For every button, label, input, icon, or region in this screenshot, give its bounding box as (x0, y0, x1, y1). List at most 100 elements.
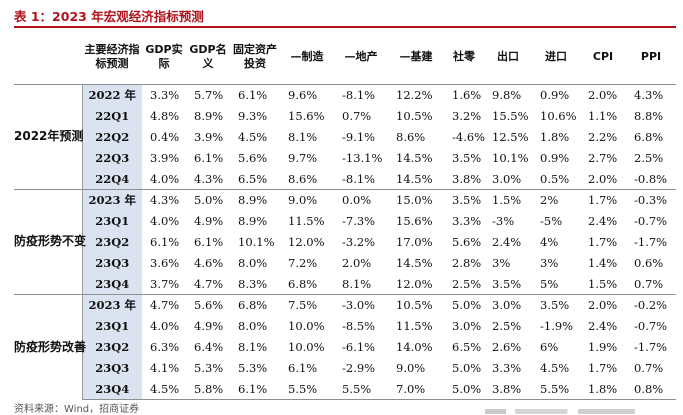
value-cell: 2.5% (492, 319, 522, 334)
value-cell: 0.4% (150, 129, 180, 144)
value-cell: 5.5% (280, 378, 334, 400)
value-cell: 4.0% (150, 171, 180, 186)
value-cell: -8.1% (334, 83, 388, 106)
value-cell: 0.9% (532, 83, 580, 106)
header-group-col (14, 29, 82, 85)
table-row: 22Q1 4.8% 8.9% 9.3% 15.6% 0.7% 10.5% 3.2% 15.5% 1… (14, 105, 676, 127)
period-label: 22Q1 (82, 105, 142, 127)
value-cell: 3.0% (484, 293, 532, 316)
value-cell: 8.1% (342, 276, 372, 291)
value-cell: -13.1% (342, 150, 383, 165)
value-cell: 5.6% (452, 234, 482, 249)
table-row: 23Q2 6.3% 6.4% 8.1% 10.0% -6.1% 14.0% 6.5% 2.6% 6… (14, 336, 676, 358)
value-cell: 12.5% (492, 129, 529, 144)
value-cell: 8.0% (238, 319, 268, 334)
value-cell: 6.1% (150, 234, 180, 249)
value-cell: 8.9% (238, 214, 268, 229)
period-label: 23Q3 (82, 357, 142, 379)
table-row: 22Q3 3.9% 6.1% 5.6% 9.7% -13.1% 14.5% 3.5% 10.1%… (14, 147, 676, 169)
group-label: 2022年预测 (14, 84, 83, 190)
value-cell: -7.3% (342, 214, 376, 229)
value-cell: 8.3% (238, 276, 268, 291)
value-cell: 3.3% (492, 360, 522, 375)
value-cell: 4.1% (150, 360, 180, 375)
period-label: 2023 年 (82, 293, 142, 316)
header-cell: —基建 (388, 29, 444, 85)
value-cell: 0.0% (334, 188, 388, 211)
value-cell: -4.6% (452, 129, 486, 144)
value-cell: 7.2% (288, 255, 318, 270)
value-cell: -0.7% (634, 214, 668, 229)
period-label: 23Q2 (82, 336, 142, 358)
value-cell: 11.5% (396, 319, 433, 334)
value-cell: 1.8% (540, 129, 570, 144)
value-cell: 5.0% (452, 360, 482, 375)
value-cell: 7.0% (388, 378, 444, 400)
value-cell: 1.5% (484, 188, 532, 211)
value-cell: 0.5% (540, 171, 570, 186)
value-cell: 8.9% (194, 109, 224, 124)
table-title: 表 1：2023 年宏观经济指标预测 (14, 9, 204, 24)
header-cell: GDP实际 (142, 29, 186, 85)
value-cell: -8.5% (342, 319, 376, 334)
value-cell: -5% (540, 214, 563, 229)
value-cell: 6.3% (150, 339, 180, 354)
value-cell: 5.0% (444, 378, 484, 400)
value-cell: -1.7% (634, 234, 668, 249)
value-cell: -1.7% (634, 339, 668, 354)
value-cell: 3.5% (532, 293, 580, 316)
value-cell: 5.6% (186, 293, 230, 316)
value-cell: 0.8% (626, 378, 676, 400)
value-cell: 4.9% (194, 319, 224, 334)
table-row: 23Q3 4.1% 5.3% 5.3% 6.1% -2.9% 9.0% 5.0% 3.3% 4.5… (14, 357, 676, 379)
group-label: 防疫形势改善 (14, 293, 86, 400)
value-cell: 6.1% (194, 150, 224, 165)
period-label: 23Q4 (82, 273, 142, 295)
value-cell: 4.8% (150, 109, 180, 124)
table-row: 防疫形势不变 2023 年 4.3% 5.0% 8.9% 9.0% 0.0% 15.0% 3.5… (14, 188, 676, 295)
table-row: 22Q2 0.4% 3.9% 4.5% 8.1% -9.1% 8.6% -4.6% 12.5% 1… (14, 126, 676, 148)
value-cell: 10.5% (388, 293, 444, 316)
period-label: 2023 年 (82, 188, 142, 211)
value-cell: 9.6% (280, 83, 334, 106)
value-cell: 5.3% (194, 360, 224, 375)
value-cell: 9.7% (288, 150, 318, 165)
value-cell: 10.0% (288, 319, 325, 334)
table-row: 23Q4 4.5% 5.8% 6.1% 5.5% 5.5% 7.0% 5.0% 3.8% 5.5%… (14, 378, 676, 400)
value-cell: 2.4% (588, 319, 618, 334)
value-cell: -6.1% (342, 339, 376, 354)
value-cell: 5.3% (238, 360, 268, 375)
value-cell: 4% (540, 234, 559, 249)
value-cell: 10.1% (492, 150, 529, 165)
value-cell: 6.1% (288, 360, 318, 375)
value-cell: 4.7% (194, 276, 224, 291)
value-cell: 14.5% (396, 171, 433, 186)
value-cell: 5.0% (186, 188, 230, 211)
period-label: 23Q3 (82, 252, 142, 274)
value-cell: 3.6% (150, 255, 180, 270)
header-cell: 出口 (484, 29, 532, 85)
value-cell: 3% (492, 255, 511, 270)
header-cell: —地产 (334, 29, 388, 85)
value-cell: -0.8% (634, 171, 668, 186)
value-cell: 4.3% (142, 188, 186, 211)
value-cell: 6.1% (230, 378, 280, 400)
value-cell: 1.7% (580, 188, 626, 211)
value-cell: 4.6% (194, 255, 224, 270)
value-cell: 5.0% (444, 293, 484, 316)
value-cell: 6.4% (194, 339, 224, 354)
table-row: 23Q2 6.1% 6.1% 10.1% 12.0% -3.2% 17.0% 5.6% 2.4%… (14, 231, 676, 253)
value-cell: 1.7% (588, 234, 618, 249)
value-cell: 15.6% (288, 109, 325, 124)
value-cell: -8.1% (342, 171, 376, 186)
value-cell: 6.8% (634, 129, 664, 144)
value-cell: 1.8% (580, 378, 626, 400)
value-cell: 10.5% (396, 109, 433, 124)
value-cell: 1.6% (444, 83, 484, 106)
value-cell: 14.0% (396, 339, 433, 354)
value-cell: 15.6% (396, 214, 433, 229)
value-cell: 6.1% (194, 234, 224, 249)
value-cell: 5.5% (532, 378, 580, 400)
value-cell: 2.5% (452, 276, 482, 291)
value-cell: 8.6% (288, 171, 318, 186)
